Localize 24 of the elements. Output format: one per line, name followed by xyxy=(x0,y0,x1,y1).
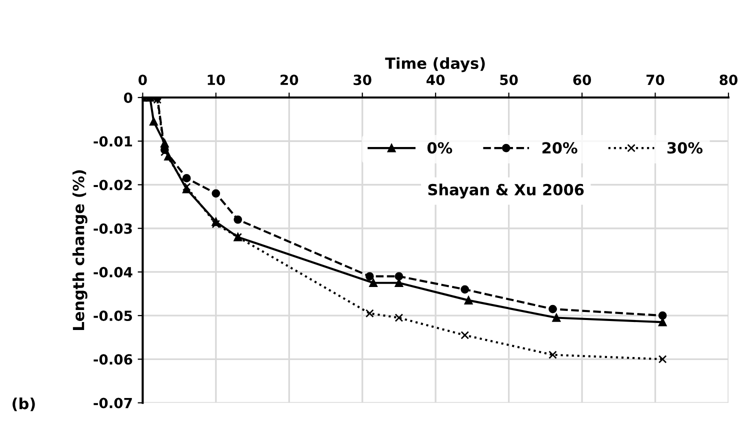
x-axis-title: Time (days) xyxy=(385,57,485,72)
y-tick-label: -0.03 xyxy=(94,223,132,234)
legend-label: 20% xyxy=(542,142,578,154)
y-tick-label: -0.07 xyxy=(94,398,132,408)
y-tick-label: -0.01 xyxy=(94,136,132,147)
x-tick-label: 20 xyxy=(280,74,298,86)
legend-label: 0% xyxy=(427,142,452,154)
y-tick-label: -0.04 xyxy=(94,266,132,278)
x-tick-label: 70 xyxy=(646,74,664,86)
y-tick-label: -0.02 xyxy=(94,180,132,190)
x-tick-label: 50 xyxy=(500,74,518,86)
y-tick-label: -0.05 xyxy=(94,310,132,322)
x-tick-label: 10 xyxy=(208,74,225,86)
x-tick-label: 80 xyxy=(720,74,738,86)
x-tick-label: 30 xyxy=(354,74,372,86)
y-tick-label: -0.06 xyxy=(94,354,132,365)
y-axis-title: Length change (%) xyxy=(72,170,88,330)
x-tick-label: 60 xyxy=(573,74,592,86)
legend-label: 30% xyxy=(667,142,703,154)
x-tick-label: 40 xyxy=(426,74,445,86)
x-tick-label: 0 xyxy=(138,74,147,86)
annotation: Shayan & Xu 2006 xyxy=(428,184,584,199)
text: (b) xyxy=(12,398,35,412)
y-tick-label: 0 xyxy=(124,92,132,103)
